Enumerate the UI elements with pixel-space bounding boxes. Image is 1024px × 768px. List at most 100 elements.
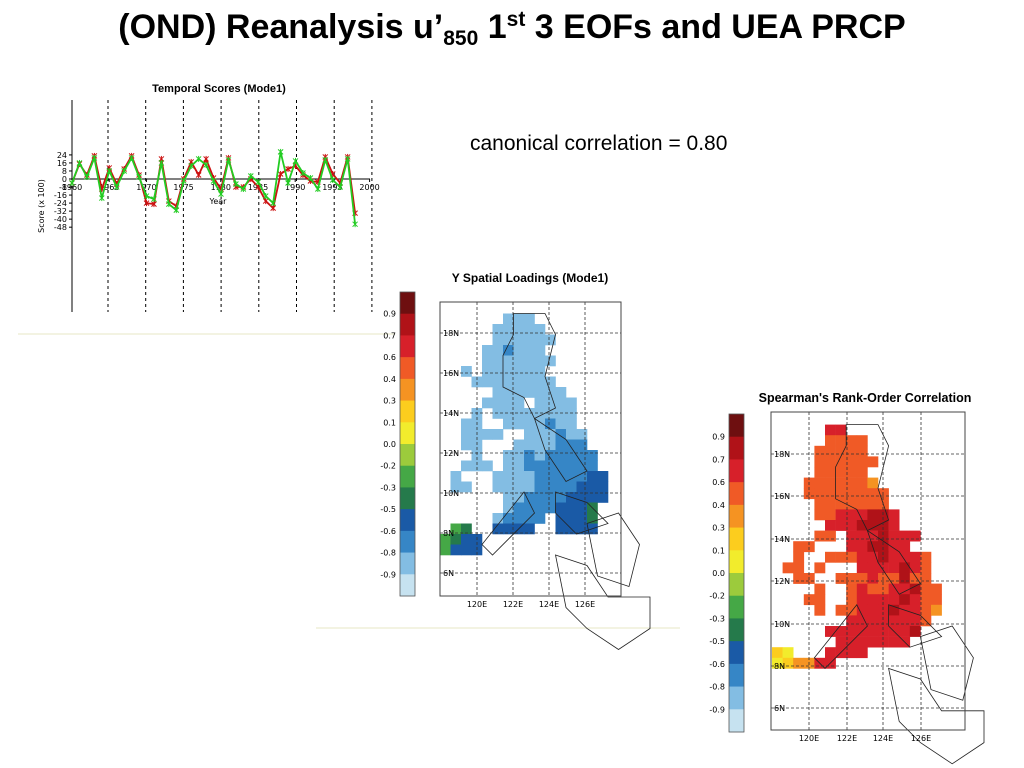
temporal-series-2-point: [195, 155, 202, 162]
coastline: [555, 491, 609, 535]
map-cell: [555, 502, 567, 514]
colorbar-swatch: [729, 414, 744, 438]
map-cell: [825, 435, 836, 447]
map-cell: [440, 544, 451, 556]
map-cell: [524, 429, 535, 440]
map-cell: [461, 366, 472, 377]
map-cell: [920, 604, 932, 616]
map-cell: [555, 450, 567, 461]
map-cell: [576, 460, 588, 472]
map-cell: [846, 647, 858, 659]
temporal-series-2-point: [165, 201, 172, 208]
colorbar-swatch: [729, 550, 744, 574]
colorbar-label: 0.4: [712, 501, 725, 510]
map-cell: [899, 626, 911, 637]
map-cell: [513, 345, 525, 356]
map-cell: [931, 604, 942, 616]
temporal-series-2-point: [329, 177, 336, 184]
colorbar-label: -0.3: [380, 483, 396, 492]
map-cell: [825, 520, 836, 531]
map-cell: [492, 429, 504, 440]
map-cell: [846, 435, 858, 447]
map-y-tick-label: 18N: [443, 329, 459, 338]
map-cell: [587, 450, 598, 461]
map-cell: [920, 551, 932, 563]
map-y-tick-label: 6N: [774, 704, 785, 713]
map-cell: [513, 481, 525, 493]
map-cell: [856, 562, 868, 574]
map-cell: [835, 498, 847, 510]
map-cell: [545, 450, 556, 461]
map-cell: [566, 481, 577, 493]
map-cell: [835, 573, 847, 584]
map-y-tick-label: 10N: [443, 489, 459, 498]
map-cell: [856, 488, 868, 500]
temporal-series-2-point: [255, 179, 262, 186]
map-cell: [534, 355, 546, 367]
coastline: [533, 417, 588, 483]
map-cell: [878, 562, 889, 574]
colorbar-label: -0.5: [709, 637, 725, 646]
temporal-series-2-point: [307, 174, 314, 181]
map-cell: [814, 445, 826, 457]
map-cell: [566, 471, 577, 482]
map-cell: [846, 583, 858, 595]
map-cell: [534, 376, 546, 388]
map-cell: [461, 460, 472, 472]
temporal-series-2-point: [180, 178, 187, 185]
map-cell: [503, 334, 514, 346]
temporal-series-2-point: [352, 221, 358, 228]
map-cell: [835, 626, 847, 637]
map-cell: [545, 492, 556, 503]
map-cell: [793, 657, 805, 669]
map-cell: [503, 397, 514, 409]
map-cell: [888, 604, 900, 616]
map-cell: [772, 657, 783, 669]
map-cell: [576, 429, 588, 440]
temporal-series-2-point: [322, 156, 329, 163]
map-cell: [534, 481, 546, 493]
map-cell: [888, 562, 900, 574]
temporal-y-tick-label: -16: [54, 191, 67, 200]
map-cell: [856, 498, 868, 510]
colorbar-swatch: [400, 422, 415, 445]
map-cell: [524, 376, 535, 388]
map-cell: [513, 513, 525, 524]
title-subscript: 850: [443, 27, 479, 50]
map-cell: [909, 626, 921, 637]
temporal-series-2-point: [292, 157, 299, 164]
colorbar-swatch: [729, 663, 744, 687]
map-cell: [524, 355, 535, 367]
map-cell: [503, 387, 514, 398]
colorbar-swatch: [400, 378, 415, 401]
coastline: [866, 529, 921, 595]
map-cell: [545, 334, 556, 346]
temporal-series-2-point: [76, 159, 83, 166]
map-cell: [503, 418, 514, 430]
colorbar-swatch: [729, 686, 744, 710]
map-cell: [545, 502, 556, 514]
map-cell: [503, 471, 514, 482]
map-cell: [513, 460, 525, 472]
title-main: (OND) Reanalysis u’: [118, 8, 444, 46]
map-cell: [846, 467, 858, 478]
map-cell: [492, 355, 504, 367]
map-cell: [534, 471, 546, 482]
temporal-series-2-point: [91, 154, 98, 161]
map-cell: [846, 498, 858, 510]
map-cell: [878, 636, 889, 648]
map-cell: [513, 408, 525, 419]
map-cell: [867, 583, 879, 595]
coastline: [888, 667, 985, 765]
colorbar-swatch: [729, 595, 744, 619]
map-cell: [793, 573, 805, 584]
map-cell: [524, 408, 535, 419]
map-cell: [867, 509, 879, 521]
temporal-series-2-point: [69, 180, 75, 187]
colorbar-swatch: [400, 313, 415, 336]
map-y-tick-label: 12N: [443, 449, 459, 458]
map-cell: [899, 541, 911, 553]
map-cell: [835, 424, 847, 436]
map-cell: [825, 498, 836, 510]
temporal-x-tick-label: 1970: [136, 183, 156, 192]
